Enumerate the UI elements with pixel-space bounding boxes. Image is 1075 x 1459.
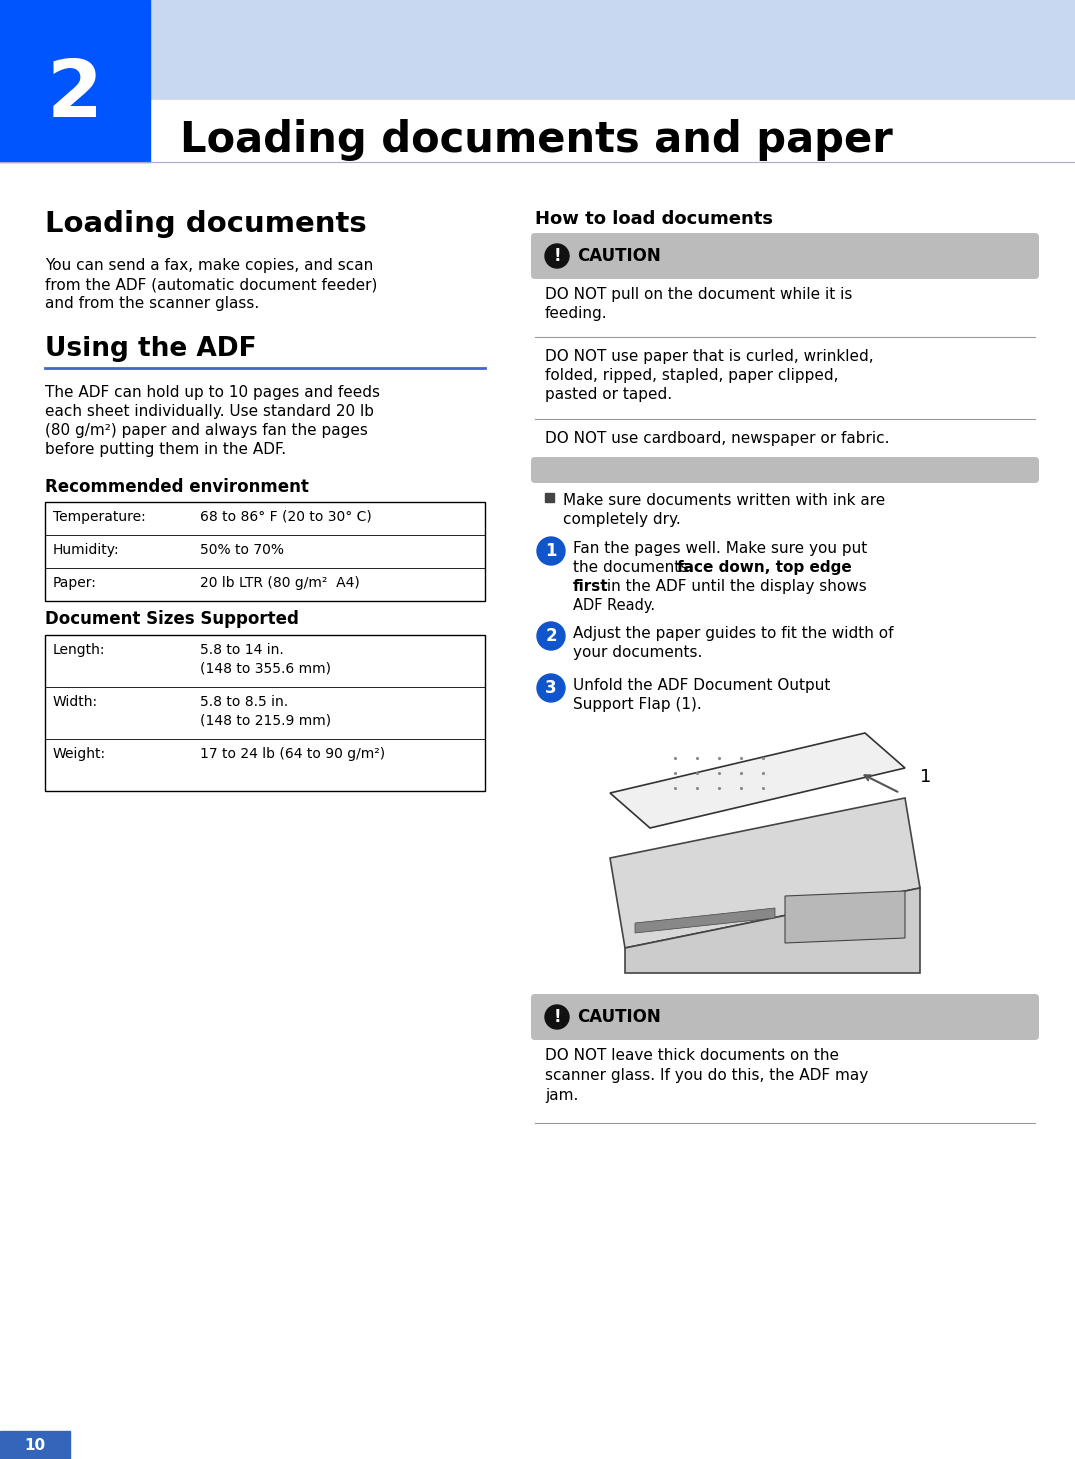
Text: CAUTION: CAUTION: [577, 247, 661, 266]
Text: each sheet individually. Use standard 20 lb: each sheet individually. Use standard 20…: [45, 404, 374, 419]
Text: Temperature:: Temperature:: [53, 511, 146, 524]
Text: 50% to 70%: 50% to 70%: [200, 543, 284, 557]
Polygon shape: [785, 891, 905, 943]
Text: 5.8 to 14 in.: 5.8 to 14 in.: [200, 643, 284, 657]
Text: Make sure documents written with ink are: Make sure documents written with ink are: [563, 493, 885, 508]
Text: Support Flap (1).: Support Flap (1).: [573, 697, 702, 712]
Circle shape: [545, 1005, 569, 1029]
Text: DO NOT use paper that is curled, wrinkled,: DO NOT use paper that is curled, wrinkle…: [545, 349, 874, 363]
Text: jam.: jam.: [545, 1088, 578, 1103]
Circle shape: [538, 622, 565, 651]
Polygon shape: [625, 889, 920, 973]
Text: 68 to 86° F (20 to 30° C): 68 to 86° F (20 to 30° C): [200, 511, 372, 524]
Text: Weight:: Weight:: [53, 747, 106, 762]
Text: Loading documents: Loading documents: [45, 210, 367, 238]
Text: (80 g/m²) paper and always fan the pages: (80 g/m²) paper and always fan the pages: [45, 423, 368, 438]
Text: You can send a fax, make copies, and scan: You can send a fax, make copies, and sca…: [45, 258, 373, 273]
Text: before putting them in the ADF.: before putting them in the ADF.: [45, 442, 286, 457]
Text: CAUTION: CAUTION: [577, 1008, 661, 1026]
Text: 2: 2: [47, 55, 103, 134]
Text: folded, ripped, stapled, paper clipped,: folded, ripped, stapled, paper clipped,: [545, 368, 838, 384]
Text: Humidity:: Humidity:: [53, 543, 119, 557]
Text: scanner glass. If you do this, the ADF may: scanner glass. If you do this, the ADF m…: [545, 1068, 869, 1083]
Bar: [0, 0, 151, 162]
Circle shape: [545, 244, 569, 268]
Text: How to load documents: How to load documents: [535, 210, 773, 228]
Text: from the ADF (automatic document feeder): from the ADF (automatic document feeder): [45, 277, 377, 292]
Text: ADF Ready.: ADF Ready.: [573, 598, 655, 613]
Text: !: !: [554, 247, 561, 266]
Bar: [0, 0, 1075, 55]
Text: DO NOT pull on the document while it is: DO NOT pull on the document while it is: [545, 287, 852, 302]
Text: your documents.: your documents.: [573, 645, 702, 659]
Bar: [151, 101, 1075, 162]
Circle shape: [538, 537, 565, 565]
FancyBboxPatch shape: [531, 994, 1040, 1040]
Text: Adjust the paper guides to fit the width of: Adjust the paper guides to fit the width…: [573, 626, 893, 641]
Text: Document Sizes Supported: Document Sizes Supported: [45, 610, 299, 627]
Text: The ADF can hold up to 10 pages and feeds: The ADF can hold up to 10 pages and feed…: [45, 385, 379, 400]
Text: 10: 10: [25, 1437, 45, 1453]
Polygon shape: [635, 907, 775, 932]
Bar: [151, 55, 1075, 101]
Text: and from the scanner glass.: and from the scanner glass.: [45, 296, 259, 311]
Text: !: !: [554, 1008, 561, 1026]
FancyBboxPatch shape: [531, 457, 1040, 483]
Bar: [45, 635, 485, 791]
Text: 17 to 24 lb (64 to 90 g/m²): 17 to 24 lb (64 to 90 g/m²): [200, 747, 385, 762]
Text: pasted or taped.: pasted or taped.: [545, 387, 672, 403]
Text: first: first: [573, 579, 608, 594]
Text: 5.8 to 8.5 in.: 5.8 to 8.5 in.: [200, 694, 288, 709]
Text: (148 to 215.9 mm): (148 to 215.9 mm): [200, 713, 331, 727]
Text: Loading documents and paper: Loading documents and paper: [180, 120, 892, 160]
Bar: [0, 1431, 70, 1459]
Text: 1: 1: [545, 541, 557, 560]
Text: (148 to 355.6 mm): (148 to 355.6 mm): [200, 661, 331, 676]
Text: Width:: Width:: [53, 694, 98, 709]
Text: in the ADF until the display shows: in the ADF until the display shows: [602, 579, 866, 594]
Text: DO NOT use cardboard, newspaper or fabric.: DO NOT use cardboard, newspaper or fabri…: [545, 430, 889, 446]
Text: Recommended environment: Recommended environment: [45, 479, 309, 496]
Text: Using the ADF: Using the ADF: [45, 336, 257, 362]
FancyBboxPatch shape: [531, 233, 1040, 279]
Text: feeding.: feeding.: [545, 306, 607, 321]
Text: face down, top edge: face down, top edge: [677, 560, 851, 575]
Text: Paper:: Paper:: [53, 576, 97, 589]
Text: Unfold the ADF Document Output: Unfold the ADF Document Output: [573, 678, 830, 693]
Text: Fan the pages well. Make sure you put: Fan the pages well. Make sure you put: [573, 541, 868, 556]
Bar: [545, 493, 554, 502]
Polygon shape: [610, 732, 905, 829]
Circle shape: [538, 674, 565, 702]
Text: 1: 1: [920, 767, 931, 786]
Polygon shape: [610, 798, 920, 948]
Text: 2: 2: [545, 627, 557, 645]
Text: the documents: the documents: [573, 560, 693, 575]
Text: completely dry.: completely dry.: [563, 512, 680, 527]
Text: Length:: Length:: [53, 643, 105, 657]
Text: 20 lb LTR (80 g/m²  A4): 20 lb LTR (80 g/m² A4): [200, 576, 360, 589]
Text: DO NOT leave thick documents on the: DO NOT leave thick documents on the: [545, 1048, 838, 1064]
Text: 3: 3: [545, 678, 557, 697]
Bar: [45, 502, 485, 601]
